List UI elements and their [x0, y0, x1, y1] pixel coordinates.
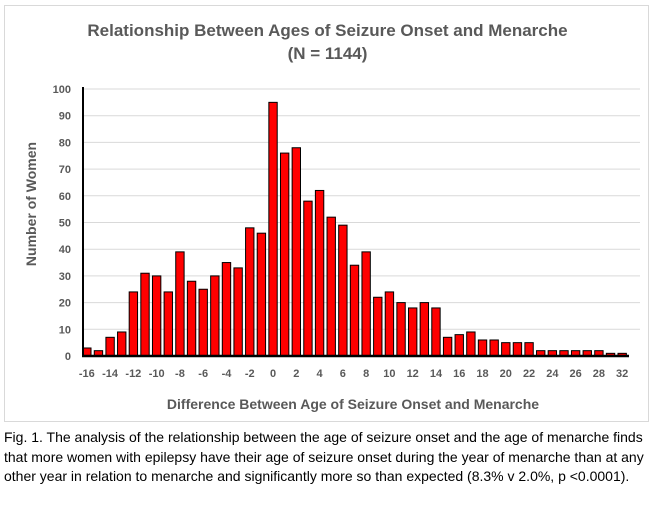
y-tick-label: 10	[59, 324, 71, 336]
y-tick-labels: 0 10 20 30 40 50 60 70 80 90 100	[53, 84, 71, 363]
figure-caption: Fig. 1. The analysis of the relationship…	[4, 429, 644, 484]
bar-10	[384, 291, 395, 357]
bar-6	[338, 224, 348, 357]
bar--12	[128, 291, 139, 357]
bar-17	[466, 331, 476, 357]
bar-20	[501, 342, 511, 357]
bar--5	[210, 275, 220, 357]
x-tick-label: 32	[616, 368, 628, 380]
bar-0	[268, 101, 278, 357]
x-tick-label: 0	[270, 368, 276, 380]
y-tick-label: 70	[59, 164, 71, 176]
x-tick-label: 8	[363, 368, 369, 380]
chart-title: Relationship Between Ages of Seizure Ons…	[87, 21, 568, 40]
bar--11	[140, 272, 150, 357]
x-tick-label: -6	[198, 368, 208, 380]
bar-22	[524, 342, 534, 357]
x-tick-label: -16	[79, 368, 95, 380]
x-tick-label: 6	[340, 368, 346, 380]
bar-3	[303, 200, 313, 357]
x-tick-label: 26	[570, 368, 582, 380]
bar-11	[396, 302, 406, 357]
bar--2	[245, 227, 255, 357]
x-tick-labels: -16 -14 -12 -10 -8 -6 -4 -2 0 2 4 6 8 10 12 14 16 18 20 22 2…	[79, 368, 628, 380]
y-tick-label: 30	[59, 271, 71, 283]
x-tick-label: 28	[593, 368, 605, 380]
x-tick-label: 14	[430, 368, 443, 380]
bar-13	[419, 302, 430, 357]
bar-7	[349, 264, 360, 357]
bar--10	[151, 275, 162, 357]
bar-14	[431, 307, 441, 357]
x-tick-label: 20	[500, 368, 512, 380]
x-tick-label: -14	[102, 368, 119, 380]
x-tick-label: 12	[407, 368, 419, 380]
y-tick-label: 60	[59, 191, 71, 203]
bar--1	[256, 232, 267, 357]
y-axis-label: Number of Women	[23, 142, 39, 266]
x-tick-label: 22	[523, 368, 535, 380]
x-tick-label: 16	[453, 368, 465, 380]
bar--14	[105, 336, 115, 357]
y-tick-label: 50	[59, 218, 71, 230]
y-tick-label: 20	[59, 298, 71, 310]
bar-5	[326, 216, 336, 357]
y-tick-label: 80	[59, 137, 71, 149]
bar--6	[198, 288, 208, 357]
bar-1	[279, 152, 290, 357]
bar-2	[291, 147, 301, 357]
x-tick-label: -2	[245, 368, 255, 380]
bar-8	[361, 251, 371, 357]
x-tick-label: 2	[293, 368, 299, 380]
bar-18	[477, 339, 488, 357]
bar--7	[186, 280, 197, 357]
y-tick-label: 90	[59, 111, 71, 123]
bar-12	[408, 307, 418, 357]
bar--3	[233, 267, 243, 357]
bar-19	[489, 339, 499, 357]
bar-9	[373, 296, 383, 357]
bars	[82, 101, 627, 357]
bar--9	[163, 291, 173, 357]
x-tick-label: -12	[125, 368, 141, 380]
bar--4	[221, 262, 232, 357]
x-tick-label: -8	[175, 368, 185, 380]
x-axis-label: Difference Between Age of Seizure Onset …	[167, 396, 539, 412]
x-tick-label: -10	[149, 368, 165, 380]
bar-16	[454, 334, 464, 357]
bar--13	[117, 331, 127, 357]
bar-15	[442, 336, 453, 357]
y-tick-label: 0	[65, 351, 71, 363]
x-tick-label: 24	[546, 368, 559, 380]
y-tick-label: 40	[59, 244, 71, 256]
chart-subtitle: (N = 1144)	[287, 44, 368, 63]
bar--8	[175, 251, 185, 357]
x-tick-label: 4	[317, 368, 324, 380]
x-tick-label: -4	[222, 368, 233, 380]
bar-4	[314, 189, 325, 357]
x-tick-label: 18	[476, 368, 488, 380]
bar-21	[512, 342, 523, 357]
y-tick-label: 100	[53, 84, 71, 96]
x-tick-label: 10	[383, 368, 395, 380]
